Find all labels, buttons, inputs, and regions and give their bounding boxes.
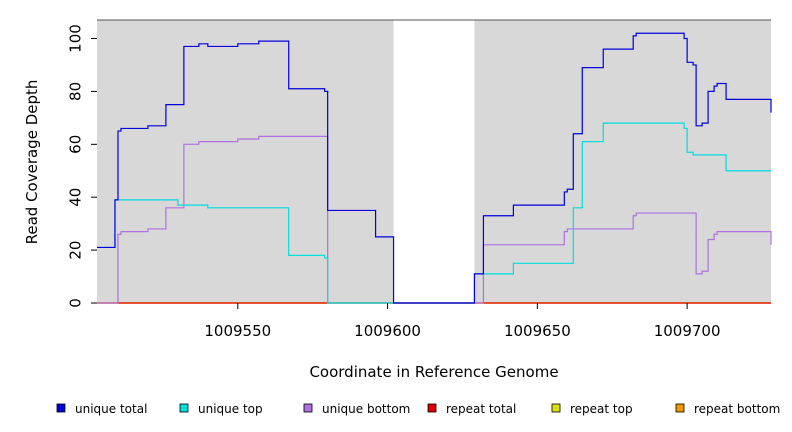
- legend-label: unique total: [75, 402, 147, 416]
- legend-label: unique top: [198, 402, 263, 416]
- legend-item-repeat-bottom: repeat bottom: [675, 402, 780, 416]
- legend-label: repeat top: [570, 402, 633, 416]
- legend-label: repeat total: [446, 402, 516, 416]
- legend-label: unique bottom: [322, 402, 410, 416]
- y-axis-title: Read Coverage Depth: [23, 80, 41, 245]
- shaded-region-2: [474, 20, 771, 303]
- legend: unique total unique top unique bottom repea…: [56, 402, 780, 416]
- series-layer: [97, 32, 772, 304]
- legend-swatch: [675, 403, 685, 413]
- y-tick-label-20: 20: [66, 241, 84, 260]
- legend-swatch: [551, 403, 561, 413]
- y-tick-label-0: 0: [66, 298, 84, 308]
- x-tick-label-1009700: 1009700: [654, 322, 721, 340]
- legend-label: repeat bottom: [694, 402, 780, 416]
- legend-swatch: [179, 403, 189, 413]
- legend-swatch: [303, 403, 313, 413]
- x-axis-title: Coordinate in Reference Genome: [309, 363, 558, 381]
- axes: 0 20 40 60 80 100 1009550 1009600 1009650 1009700: [66, 19, 771, 340]
- legend-swatch: [427, 403, 437, 413]
- series-line-unique-top: [97, 122, 771, 304]
- plot-background: [97, 20, 771, 303]
- legend-item-repeat-total: repeat total: [427, 402, 516, 416]
- shaded-region-1: [97, 20, 394, 303]
- x-tick-label-1009550: 1009550: [204, 322, 271, 340]
- legend-item-repeat-top: repeat top: [551, 402, 633, 416]
- x-tick-label-1009650: 1009650: [504, 322, 571, 340]
- series-line-unique-total: [97, 32, 772, 304]
- x-tick-label-1009600: 1009600: [354, 322, 421, 340]
- y-tick-label-40: 40: [66, 188, 84, 207]
- y-tick-label-100: 100: [66, 24, 84, 53]
- y-tick-label-60: 60: [66, 135, 84, 154]
- legend-swatch: [56, 403, 66, 413]
- legend-item-unique-bottom: unique bottom: [303, 402, 410, 416]
- legend-item-unique-total: unique total: [56, 402, 147, 416]
- y-tick-label-80: 80: [66, 82, 84, 101]
- legend-item-unique-top: unique top: [179, 402, 263, 416]
